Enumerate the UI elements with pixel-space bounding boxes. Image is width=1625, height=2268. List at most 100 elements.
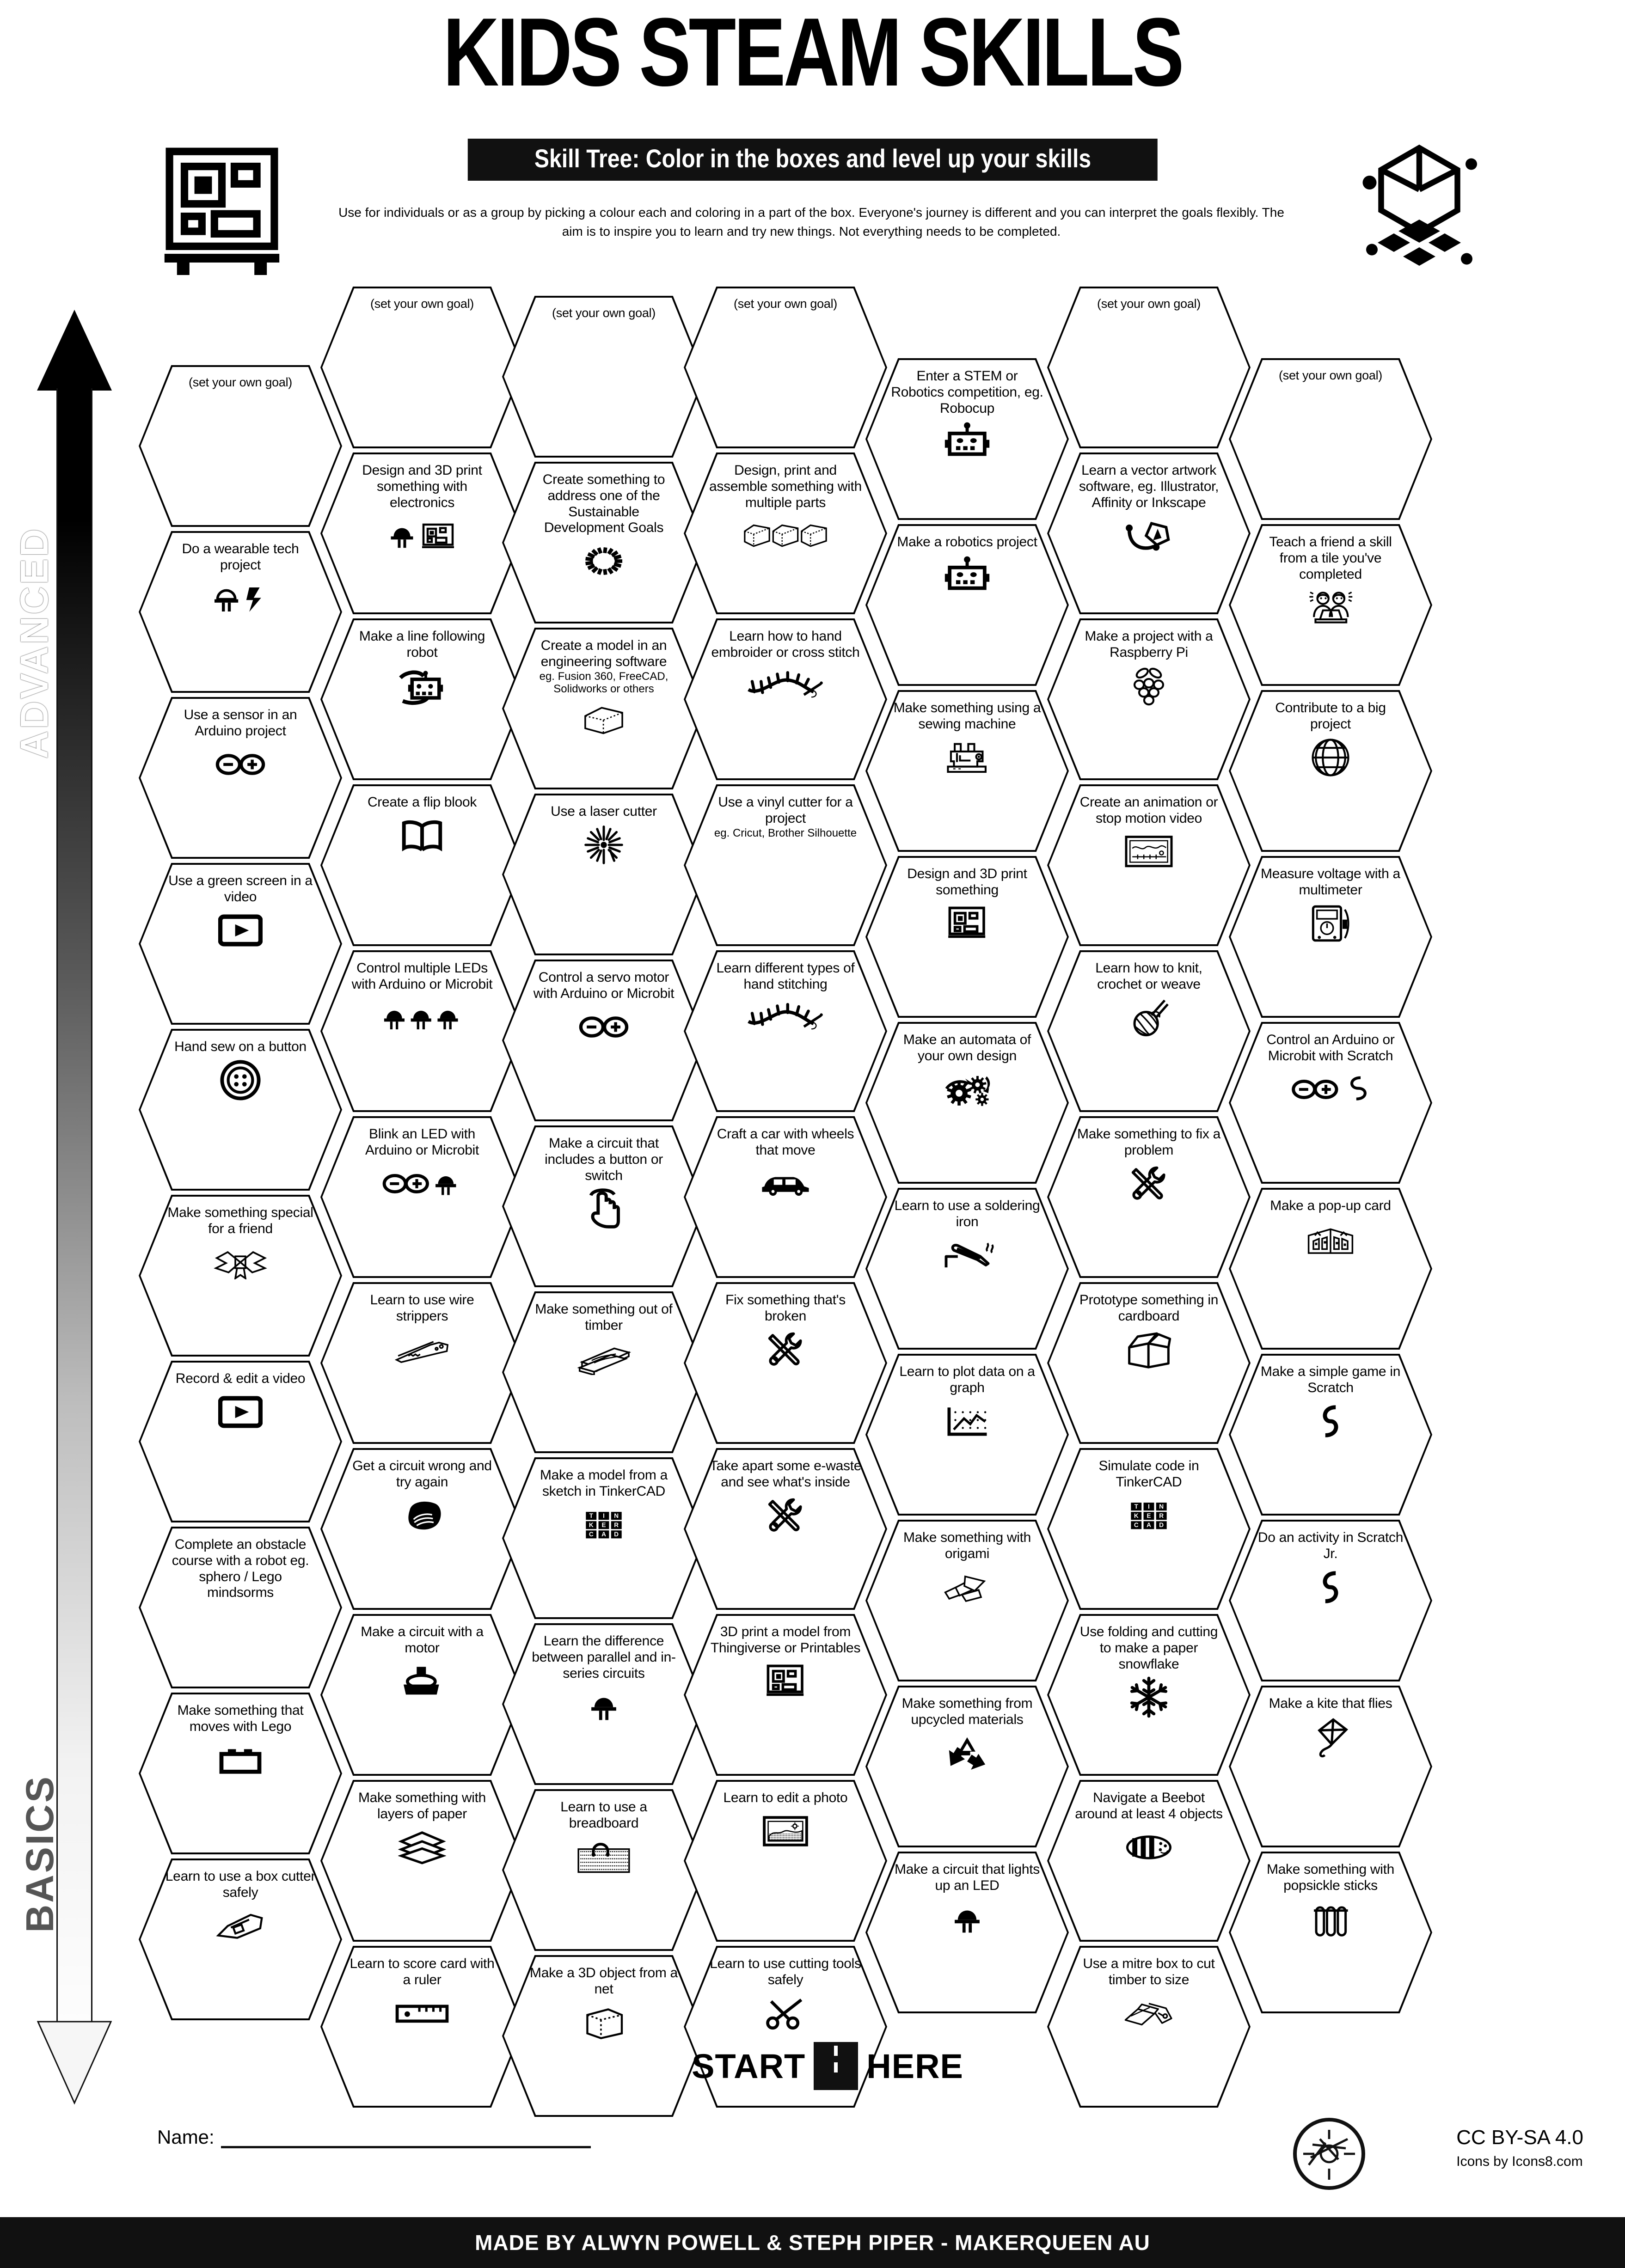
- skill-hex-tile[interactable]: Make something that moves with Lego: [139, 1693, 342, 1854]
- skill-hex-body: Use a sensor in an Arduino project: [141, 699, 340, 857]
- skill-hex-tile[interactable]: 3D print a model from Thingiverse or Pri…: [684, 1614, 887, 1776]
- skill-hex-body: (set your own goal): [504, 298, 704, 456]
- skill-hex-tile[interactable]: Make a pop-up card: [1229, 1188, 1432, 1350]
- skill-hex-tile[interactable]: Design and 3D print something: [865, 856, 1069, 1018]
- skill-hex-tile[interactable]: (set your own goal): [1229, 358, 1432, 520]
- skill-hex-tile[interactable]: Learn to plot data on a graph: [865, 1354, 1069, 1516]
- skill-hex-tile[interactable]: Make a robotics project: [865, 524, 1069, 686]
- skill-hex-tile[interactable]: Use a laser cutter: [502, 794, 705, 955]
- skill-hex-tile[interactable]: Teach a friend a skill from a tile you'v…: [1229, 524, 1432, 686]
- skill-hex-tile[interactable]: Make a simple game in Scratch: [1229, 1354, 1432, 1516]
- svg-text:T: T: [1134, 1503, 1139, 1510]
- name-input-rule[interactable]: [221, 2144, 591, 2148]
- skill-hex-label: Teach a friend a skill from a tile you'v…: [1269, 534, 1392, 582]
- skill-hex-tile[interactable]: Make something out of timber: [502, 1291, 705, 1453]
- skill-hex-tile[interactable]: Create something to address one of the S…: [502, 462, 705, 624]
- skill-hex-tile[interactable]: Contribute to a big project: [1229, 690, 1432, 852]
- skill-hex-tile[interactable]: Learn to use a soldering iron: [865, 1188, 1069, 1350]
- skill-hex-tile[interactable]: Use a sensor in an Arduino project: [139, 697, 342, 859]
- skill-hex-tile[interactable]: Learn to score card with a ruler: [320, 1946, 524, 2108]
- skill-hex-tile[interactable]: (set your own goal): [502, 296, 705, 458]
- skill-hex-tile[interactable]: Do an activity in Scratch Jr.: [1229, 1520, 1432, 1681]
- play-button-icon: [218, 909, 263, 952]
- skill-hex-tile[interactable]: Learn the difference between parallel an…: [502, 1623, 705, 1785]
- skill-hex-body: 3D print a model from Thingiverse or Pri…: [686, 1616, 885, 1774]
- skill-hex-tile[interactable]: Learn how to hand embroider or cross sti…: [684, 618, 887, 780]
- skill-hex-tile[interactable]: Learn to edit a photo: [684, 1780, 887, 1942]
- skill-hex-tile[interactable]: Take apart some e-waste and see what's i…: [684, 1448, 887, 1610]
- skill-hex-tile[interactable]: Make a circuit that lights up an LED: [865, 1852, 1069, 2013]
- soldering-iron-icon: [940, 1234, 994, 1277]
- skill-hex-label: Make a circuit that lights up an LED: [895, 1862, 1040, 1893]
- skill-hex-tile[interactable]: Learn to use a breadboard: [502, 1789, 705, 1951]
- skill-hex-tile[interactable]: Hand sew on a button: [139, 1029, 342, 1191]
- skill-hex-tile[interactable]: Learn different types of hand stitching: [684, 950, 887, 1112]
- skill-hex-tile[interactable]: Make something with origami: [865, 1520, 1069, 1681]
- skill-hex-tile[interactable]: Make a circuit that includes a button or…: [502, 1125, 705, 1287]
- skill-hex-tile[interactable]: Learn to use a box cutter safely: [139, 1858, 342, 2020]
- led-bolt-icon: [211, 577, 270, 620]
- skill-hex-tile[interactable]: Make something with layers of paper: [320, 1780, 524, 1942]
- skill-hex-body: Make a circuit that lights up an LED: [867, 1853, 1067, 2011]
- tinkercad-icon: T I N K E R C A D: [1129, 1494, 1169, 1537]
- skill-hex-body: (set your own goal): [322, 288, 522, 446]
- skill-hex-tile[interactable]: Control an Arduino or Microbit with Scra…: [1229, 1022, 1432, 1184]
- skill-hex-tile[interactable]: Use a green screen in a video: [139, 863, 342, 1025]
- skill-hex-tile[interactable]: Use a vinyl cutter for a project eg. Cric…: [684, 784, 887, 946]
- skill-hex-tile[interactable]: Make a model from a sketch in TinkerCAD T…: [502, 1457, 705, 1619]
- skill-hex-tile[interactable]: (set your own goal): [1047, 287, 1251, 448]
- timber-icon: [576, 1338, 632, 1380]
- skill-hex-tile[interactable]: Navigate a Beebot around at least 4 obje…: [1047, 1780, 1251, 1942]
- skill-hex-tile[interactable]: Make a 3D object from a net: [502, 1955, 705, 2117]
- skill-hex-tile[interactable]: Learn to use wire strippers: [320, 1282, 524, 1444]
- skill-hex-tile[interactable]: Get a circuit wrong and try again: [320, 1448, 524, 1610]
- skill-hex-tile[interactable]: Do a wearable tech project: [139, 531, 342, 693]
- name-field[interactable]: Name:: [157, 2126, 591, 2148]
- skill-hex-tile[interactable]: Use folding and cutting to make a paper …: [1047, 1614, 1251, 1776]
- skill-hex-body: Take apart some e-waste and see what's i…: [686, 1450, 885, 1608]
- skill-hex-tile[interactable]: Create a flip blook: [320, 784, 524, 946]
- skill-hex-tile[interactable]: Make a line following robot: [320, 618, 524, 780]
- skill-hex-tile[interactable]: Make a kite that flies: [1229, 1686, 1432, 1847]
- skill-hex-label: Design, print and assemble something wit…: [709, 463, 862, 510]
- line-robot-icon: [394, 665, 450, 707]
- skill-hex-tile[interactable]: Make a project with a Raspberry Pi: [1047, 618, 1251, 780]
- skill-hex-body: Learn to use a breadboard: [504, 1791, 704, 1949]
- skill-hex-tile[interactable]: Complete an obstacle course with a robot…: [139, 1527, 342, 1688]
- skill-hex-label: Use a laser cutter: [551, 804, 657, 819]
- skill-hex-tile[interactable]: (set your own goal): [684, 287, 887, 448]
- skill-hex-tile[interactable]: Make something to fix a problem: [1047, 1116, 1251, 1278]
- skill-hex-tile[interactable]: (set your own goal): [139, 365, 342, 527]
- skill-hex-tile[interactable]: Make something special for a friend: [139, 1195, 342, 1357]
- skill-hex-tile[interactable]: Learn how to knit, crochet or weave: [1047, 950, 1251, 1112]
- skill-hex-tile[interactable]: Create an animation or stop motion video: [1047, 784, 1251, 946]
- skill-hex-tile[interactable]: Use a mitre box to cut timber to size: [1047, 1946, 1251, 2108]
- skill-hex-body: Create something to address one of the S…: [504, 464, 704, 622]
- skill-hex-tile[interactable]: Simulate code in TinkerCAD T I N K E R C A D: [1047, 1448, 1251, 1610]
- skill-hex-tile[interactable]: Measure voltage with a multimeter: [1229, 856, 1432, 1018]
- skill-hex-tile[interactable]: Craft a car with wheels that move: [684, 1116, 887, 1278]
- skill-hex-tile[interactable]: (set your own goal): [320, 287, 524, 448]
- three-cubes-icon: [742, 514, 828, 557]
- skill-hex-body: Make a 3D object from a net: [504, 1957, 704, 2115]
- skill-hex-tile[interactable]: Make something from upcycled materials: [865, 1686, 1069, 1847]
- skill-hex-tile[interactable]: Record & edit a video: [139, 1361, 342, 1522]
- skill-hex-tile[interactable]: Make something with popsickle sticks: [1229, 1852, 1432, 2013]
- skill-hex-tile[interactable]: Make a circuit with a motor: [320, 1614, 524, 1776]
- skill-hex-tile[interactable]: Learn a vector artwork software, eg. Ill…: [1047, 452, 1251, 614]
- skill-hex-tile[interactable]: Enter a STEM or Robotics competition, eg…: [865, 358, 1069, 520]
- skill-hex-tile[interactable]: Make an automata of your own design: [865, 1022, 1069, 1184]
- skill-hex-tile[interactable]: Design and 3D print something with elect…: [320, 452, 524, 614]
- skill-hex-tile[interactable]: Make something using a sewing machine: [865, 690, 1069, 852]
- sewing-machine-icon: [943, 736, 992, 779]
- arduino-icon: [215, 743, 266, 786]
- skill-hex-tile[interactable]: Prototype something in cardboard: [1047, 1282, 1251, 1444]
- skill-hex-tile[interactable]: Fix something that's broken: [684, 1282, 887, 1444]
- road-icon: [814, 2042, 858, 2090]
- skill-hex-tile[interactable]: Blink an LED with Arduino or Microbit: [320, 1116, 524, 1278]
- skill-hex-tile[interactable]: Design, print and assemble something wit…: [684, 452, 887, 614]
- skill-hex-tile[interactable]: Create a model in an engineering softwar…: [502, 628, 705, 789]
- skill-hex-body: Learn a vector artwork software, eg. Ill…: [1049, 454, 1249, 612]
- skill-hex-tile[interactable]: Control a servo motor with Arduino or Mi…: [502, 960, 705, 1121]
- skill-hex-tile[interactable]: Control multiple LEDs with Arduino or Mi…: [320, 950, 524, 1112]
